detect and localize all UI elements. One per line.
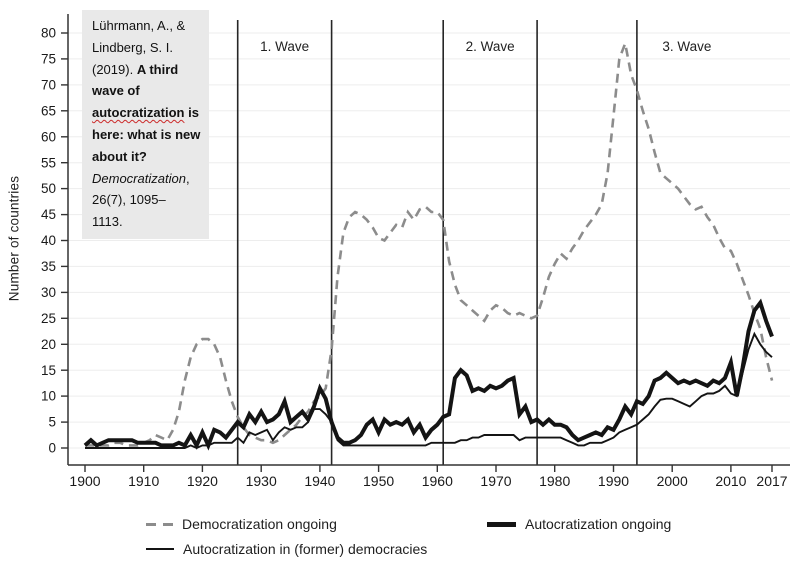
x-tick-label: 1940 <box>304 473 335 489</box>
wave-label: 2. Wave <box>466 39 515 54</box>
citation-line: Lindberg, S. I. <box>92 39 173 55</box>
y-tick-label: 65 <box>41 103 56 118</box>
citation-line: about it? <box>92 148 147 164</box>
citation-line: (2019). A third <box>92 61 179 77</box>
wave-label: 3. Wave <box>662 39 711 54</box>
x-tick-label: 1950 <box>363 473 394 489</box>
y-tick-label: 40 <box>41 233 56 248</box>
series-line-democratization-ongoing <box>85 38 774 447</box>
y-tick-label: 20 <box>41 337 56 352</box>
thin-line-sample-icon <box>146 547 174 551</box>
series-line-autocratization-ongoing <box>83 298 774 451</box>
x-tick-label: 2017 <box>756 473 787 489</box>
y-tick-label: 5 <box>48 415 56 430</box>
legend-label: Autocratization in (former) democracies <box>183 541 428 557</box>
x-tick-label: 2000 <box>657 473 688 489</box>
y-tick-label: 70 <box>41 78 56 93</box>
y-tick-label: 55 <box>41 155 56 170</box>
citation-line: 26(7), 1095– <box>92 192 166 208</box>
citation-box: Lührmann, A., & Lindberg, S. I. (2019). A … <box>82 10 209 239</box>
x-tick-label: 1980 <box>539 473 570 489</box>
y-tick-label: 80 <box>41 26 56 41</box>
y-tick-label: 10 <box>41 389 56 404</box>
legend-item-autocratization-ongoing: Autocratization ongoing <box>487 516 671 532</box>
y-tick-label: 15 <box>41 363 56 378</box>
citation-line: 1113. <box>92 214 123 230</box>
x-tick-label: 1990 <box>598 473 629 489</box>
citation-line: Lührmann, A., & <box>92 18 186 33</box>
x-tick-label: 1920 <box>187 473 218 489</box>
x-tick-label: 1960 <box>422 473 453 489</box>
y-tick-label: 50 <box>41 181 56 196</box>
series-line-autocratization-in-former-democracies <box>85 331 773 450</box>
y-tick-label: 25 <box>41 311 56 326</box>
legend-label: Democratization ongoing <box>182 516 337 532</box>
citation-line: Democratization, <box>92 170 190 186</box>
citation-text: Lührmann, A., & Lindberg, S. I. (2019). A … <box>92 15 207 233</box>
x-tick-label: 1910 <box>128 473 159 489</box>
wave-label: 1. Wave <box>260 39 309 54</box>
y-tick-label: 30 <box>41 285 56 300</box>
y-tick-label: 60 <box>41 129 56 144</box>
citation-line: wave of <box>92 83 140 99</box>
y-tick-label: 45 <box>41 207 56 222</box>
y-axis-title: Number of countries <box>6 175 22 302</box>
citation-line: here: what is new <box>92 126 201 142</box>
x-tick-label: 2010 <box>715 473 746 489</box>
x-tick-label: 1900 <box>69 473 100 489</box>
citation-line: autocratization is <box>92 105 199 121</box>
legend-item-democratization-ongoing: Democratization ongoing <box>146 516 337 532</box>
y-tick-label: 75 <box>41 52 56 67</box>
thick-line-sample-icon <box>487 521 516 527</box>
x-tick-label: 1970 <box>480 473 511 489</box>
y-tick-label: 0 <box>48 441 56 456</box>
x-tick-label: 1930 <box>246 473 277 489</box>
y-tick-label: 35 <box>41 259 56 274</box>
legend-label: Autocratization ongoing <box>525 516 672 532</box>
legend-item-autocratization-in-former-democracies: Autocratization in (former) democracies <box>146 541 427 557</box>
dashed-line-sample-icon <box>146 522 173 526</box>
